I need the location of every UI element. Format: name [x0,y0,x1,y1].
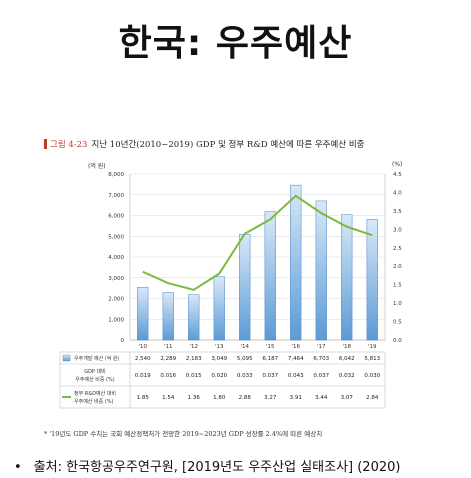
table-cell: 6,042 [339,356,355,362]
bar [162,292,174,341]
table-cell: 2.88 [239,395,252,401]
left-tick-label: 8,000 [108,172,124,178]
table-cell: 1.85 [137,395,150,401]
table-cell: 5,813 [364,356,380,362]
table-cell: 0.030 [364,373,380,379]
table-cell: 1.80 [213,395,226,401]
right-tick-label: 4.0 [393,190,402,196]
category-label: '14 [240,344,249,350]
source-line: • 출처: 한국항공우주연구원, [2019년도 우주산업 실태조사] (2020… [14,456,464,475]
table-row-label: 우주예산 비중 (%) [74,398,113,405]
left-tick-label: 2,000 [108,297,124,303]
left-axis-unit: (억 원) [88,163,106,170]
figure-footnote: * '19년도 GDP 수치는 국회 예산정책처가 전망한 2019~2023년… [44,430,323,438]
page-title: 한국: 우주예산 [118,23,353,64]
bar [213,276,225,341]
category-label: '11 [164,344,173,350]
category-label: '19 [368,344,377,350]
line-series [142,194,373,291]
table-cell: 2.84 [366,395,379,401]
right-tick-label: 4.5 [393,172,402,178]
left-tick-label: 7,000 [108,193,124,199]
table-cell: 0.020 [211,373,227,379]
right-axis-unit: (%) [392,161,403,168]
category-label: '13 [215,344,224,350]
table-cell: 0.037 [262,373,278,379]
table-cell: 1.54 [162,395,175,401]
table-row-label: GDP 대비 [84,368,106,375]
table-cell: 7,464 [288,356,304,362]
right-tick-label: 1.0 [393,301,402,307]
caption-marker [44,139,47,149]
table-cell: 0.033 [237,373,253,379]
table-cell: 2,183 [186,356,202,362]
bar [137,287,149,341]
bar [315,200,327,341]
table-cell: 0.015 [186,373,202,379]
bar [341,214,353,341]
table-cell: 1.36 [188,395,201,401]
right-tick-label: 3.5 [393,209,402,215]
table-cell: 3,049 [211,356,227,362]
figure-caption-text: 지난 10년간(2010~2019) GDP 및 정부 R&D 예산에 따른 우… [91,140,365,150]
category-label: '18 [342,344,351,350]
table-cell: 3.27 [264,395,277,401]
bar [239,234,251,341]
right-tick-label: 2.0 [393,264,402,270]
table-cell: 0.032 [339,373,355,379]
left-tick-label: 6,000 [108,214,124,220]
table-cell: 3.07 [341,395,354,401]
table-row-label: 우주개발 예산 (억 원) [74,355,120,362]
data-table [59,351,386,409]
table-row-label: 정부 R&D예산 대비 [74,390,116,397]
right-tick-label: 0.5 [393,320,402,326]
left-tick-label: 5,000 [108,234,124,240]
right-tick-label: 2.5 [393,246,402,252]
category-label: '17 [317,344,326,350]
table-cell: 2,289 [160,356,176,362]
table-row-label: 우주예산 비중 (%) [75,376,114,383]
table-cell: 5,095 [237,356,253,362]
bar [264,211,276,341]
table-cell: 6,187 [262,356,278,362]
table-cell: 0.019 [135,373,151,379]
legend-swatch-bar [62,354,71,362]
table-cell: 0.037 [313,373,329,379]
right-tick-label: 1.5 [393,283,402,289]
source-text: 출처: 한국항공우주연구원, [2019년도 우주산업 실태조사] (2020) [33,460,401,475]
right-tick-label: 0.0 [393,338,402,344]
table-cell: 6,703 [313,356,329,362]
table-cell: 0.016 [160,373,176,379]
bar [188,294,200,341]
category-label: '12 [189,344,198,350]
figure-caption: 그림 4-23 지난 10년간(2010~2019) GDP 및 정부 R&D 예… [44,138,444,150]
category-label: '15 [266,344,275,350]
category-label: '10 [138,344,147,350]
right-tick-label: 3.0 [393,227,402,233]
table-cell: 3.91 [290,395,302,401]
left-tick-label: 0 [121,338,125,344]
table-cell: 0.043 [288,373,304,379]
left-tick-label: 4,000 [108,255,124,261]
table-cell: 3.44 [315,395,328,401]
category-label: '16 [291,344,300,350]
table-cell: 2,540 [135,356,151,362]
bar [366,219,378,341]
bar [290,184,302,341]
left-tick-label: 1,000 [108,317,124,323]
left-tick-label: 3,000 [108,276,124,282]
figure-number: 그림 4-23 [50,140,88,150]
bullet-icon: • [14,460,22,475]
